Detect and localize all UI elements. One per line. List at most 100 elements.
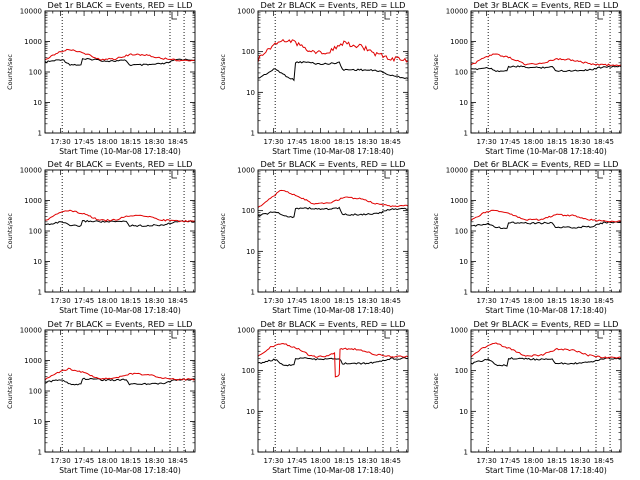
detector-panel: Det 2r BLACK = Events, RED = LLD Counts/s… [219,0,409,156]
y-tick-label: 1 [251,449,255,457]
x-tick-label: 18:45 [381,457,401,465]
x-tick-label: 17:30 [477,457,497,465]
events-series-line [44,377,196,386]
x-tick-label: 18:30 [357,457,377,465]
x-tick-label: 18:30 [570,297,590,305]
x-axis-label: Start Time (10-Mar-08 17:18:40) [272,306,394,315]
y-axis-label: Counts/sec [6,213,14,249]
x-tick-label: 18:30 [357,138,377,146]
x-tick-label: 18:30 [357,297,377,305]
x-tick-label: 18:15 [121,457,141,465]
plot-frame [470,329,622,453]
bracket-mark [384,331,390,339]
bracket-mark [171,12,177,20]
lld-series-line [257,38,409,63]
y-tick-label: 1 [464,289,468,297]
y-tick-label: 1 [38,289,42,297]
y-tick-label: 10 [246,248,255,256]
events-series-line [257,357,409,367]
y-tick-label: 1000 [237,8,255,16]
y-tick-label: 1 [464,449,468,457]
x-tick-label: 18:15 [121,297,141,305]
x-tick-label: 17:30 [264,297,284,305]
panel-title: Det 3r BLACK = Events, RED = LLD [474,0,619,10]
detector-panel: Det 6r BLACK = Events, RED = LLD Counts/s… [432,159,622,315]
x-tick-label: 18:30 [570,457,590,465]
plot-frame [44,329,196,453]
y-tick-label: 1000 [24,38,42,46]
y-tick-label: 1 [38,449,42,457]
y-tick-label: 1000 [24,357,42,365]
y-tick-label: 10 [33,258,42,266]
x-tick-label: 18:15 [547,457,567,465]
x-axis-label: Start Time (10-Mar-08 17:18:40) [272,147,394,156]
y-tick-label: 100 [242,367,255,375]
panel-title: Det 5r BLACK = Events, RED = LLD [261,159,406,169]
y-tick-label: 1000 [450,327,468,335]
x-axis-label: Start Time (10-Mar-08 17:18:40) [59,466,181,475]
y-tick-label: 1000 [450,197,468,205]
x-tick-label: 17:30 [477,297,497,305]
events-series-line [44,219,196,228]
x-tick-label: 17:30 [264,138,284,146]
bracket-mark [384,171,390,179]
y-tick-label: 10 [33,99,42,107]
detector-panel: Det 4r BLACK = Events, RED = LLD Counts/s… [6,159,196,315]
x-tick-label: 17:45 [500,138,520,146]
y-axis-label: Counts/sec [6,373,14,409]
y-tick-label: 100 [242,207,255,215]
x-tick-label: 18:30 [144,297,164,305]
y-tick-label: 1 [464,130,468,138]
y-tick-label: 10 [246,89,255,97]
lld-series-line [257,343,409,378]
lld-series-line [470,209,622,223]
y-tick-label: 1 [251,130,255,138]
y-tick-label: 100 [242,48,255,56]
x-axis-label: Start Time (10-Mar-08 17:18:40) [485,147,607,156]
y-axis-label: Counts/sec [432,373,440,409]
events-series-line [470,65,622,73]
x-tick-label: 18:00 [97,138,117,146]
x-tick-label: 18:00 [523,138,543,146]
y-tick-label: 1000 [450,38,468,46]
y-tick-label: 10 [246,408,255,416]
panel-title: Det 4r BLACK = Events, RED = LLD [48,159,193,169]
x-axis-label: Start Time (10-Mar-08 17:18:40) [485,466,607,475]
y-tick-label: 1000 [237,167,255,175]
y-tick-label: 10 [459,258,468,266]
panel-title: Det 7r BLACK = Events, RED = LLD [48,319,193,329]
panel-title: Det 1r BLACK = Events, RED = LLD [48,0,193,10]
bracket-mark [384,12,390,20]
plot-frame [257,10,409,134]
x-tick-label: 18:00 [523,457,543,465]
lld-series-line [44,367,196,381]
events-series-line [257,206,409,219]
detector-panel: Det 9r BLACK = Events, RED = LLD Counts/s… [432,319,622,475]
detector-panel: Det 3r BLACK = Events, RED = LLD Counts/s… [432,0,622,156]
detector-panel: Det 1r BLACK = Events, RED = LLD Counts/s… [6,0,196,156]
bracket-mark [171,171,177,179]
events-series-line [257,61,409,82]
x-tick-label: 17:45 [287,457,307,465]
x-tick-label: 17:45 [74,138,94,146]
y-tick-label: 100 [455,69,468,77]
plot-frame [257,329,409,453]
x-tick-label: 18:30 [144,457,164,465]
panel-title: Det 8r BLACK = Events, RED = LLD [261,319,406,329]
x-axis-label: Start Time (10-Mar-08 17:18:40) [272,466,394,475]
y-tick-label: 100 [29,228,42,236]
x-tick-label: 18:00 [310,297,330,305]
panel-title: Det 2r BLACK = Events, RED = LLD [261,0,406,10]
plot-frame [44,169,196,293]
lld-series-line [470,53,622,67]
x-tick-label: 18:30 [144,138,164,146]
y-tick-label: 1 [38,130,42,138]
events-series-line [470,356,622,367]
x-axis-label: Start Time (10-Mar-08 17:18:40) [59,147,181,156]
x-tick-label: 17:30 [51,457,71,465]
y-tick-label: 10 [459,408,468,416]
y-axis-label: Counts/sec [219,213,227,249]
x-tick-label: 18:00 [310,457,330,465]
panel-title: Det 9r BLACK = Events, RED = LLD [474,319,619,329]
